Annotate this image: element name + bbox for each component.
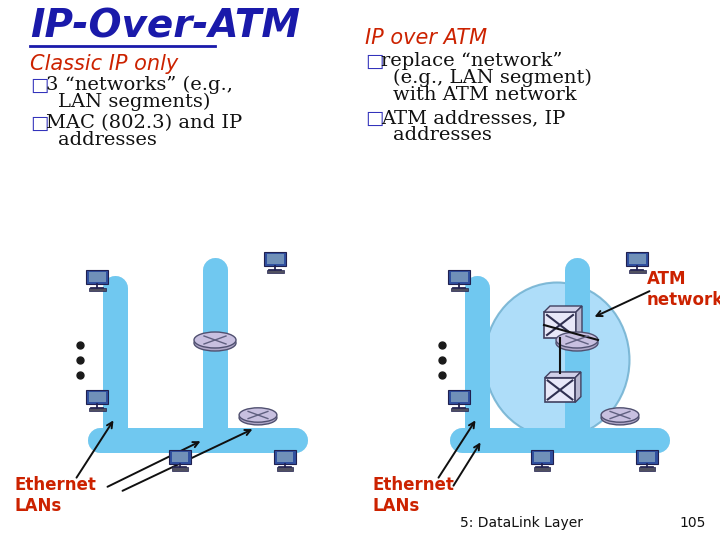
- FancyBboxPatch shape: [451, 272, 467, 282]
- Polygon shape: [545, 372, 581, 377]
- FancyBboxPatch shape: [545, 377, 575, 402]
- FancyBboxPatch shape: [89, 272, 106, 282]
- Text: with ATM network: with ATM network: [393, 86, 577, 104]
- Ellipse shape: [485, 282, 629, 437]
- FancyBboxPatch shape: [544, 312, 576, 338]
- FancyBboxPatch shape: [172, 452, 188, 462]
- Polygon shape: [575, 372, 581, 402]
- Text: replace “network”: replace “network”: [381, 52, 562, 70]
- Text: 105: 105: [680, 516, 706, 530]
- FancyBboxPatch shape: [639, 452, 655, 462]
- Text: 3 “networks” (e.g.,: 3 “networks” (e.g.,: [46, 76, 233, 94]
- Text: MAC (802.3) and IP: MAC (802.3) and IP: [46, 114, 242, 132]
- Text: LAN segments): LAN segments): [58, 93, 210, 111]
- Text: □: □: [30, 114, 48, 133]
- Text: IP-Over-ATM: IP-Over-ATM: [30, 8, 300, 46]
- Text: addresses: addresses: [58, 131, 157, 149]
- FancyBboxPatch shape: [534, 452, 550, 462]
- Text: Ethernet
LANs: Ethernet LANs: [372, 476, 454, 515]
- FancyBboxPatch shape: [276, 468, 293, 471]
- Ellipse shape: [194, 332, 236, 348]
- Text: □: □: [365, 109, 383, 128]
- FancyBboxPatch shape: [451, 392, 467, 402]
- Ellipse shape: [601, 408, 639, 422]
- Text: Ethernet
LANs: Ethernet LANs: [15, 476, 97, 515]
- FancyBboxPatch shape: [86, 390, 108, 404]
- FancyBboxPatch shape: [266, 253, 284, 264]
- Text: (e.g., LAN segment): (e.g., LAN segment): [393, 69, 592, 87]
- Text: ATM addresses, IP: ATM addresses, IP: [381, 109, 565, 127]
- Text: ATM
network: ATM network: [647, 270, 720, 309]
- FancyBboxPatch shape: [266, 269, 284, 273]
- FancyBboxPatch shape: [89, 288, 106, 291]
- FancyBboxPatch shape: [448, 270, 470, 284]
- Ellipse shape: [239, 408, 277, 422]
- FancyBboxPatch shape: [169, 450, 191, 464]
- FancyBboxPatch shape: [264, 252, 286, 266]
- Ellipse shape: [239, 410, 277, 425]
- FancyBboxPatch shape: [626, 252, 648, 266]
- Polygon shape: [576, 306, 582, 338]
- FancyBboxPatch shape: [629, 269, 646, 273]
- Text: □: □: [365, 52, 383, 71]
- Ellipse shape: [601, 410, 639, 425]
- Text: 5: DataLink Layer: 5: DataLink Layer: [460, 516, 583, 530]
- Text: Classic IP only: Classic IP only: [30, 54, 179, 74]
- FancyBboxPatch shape: [639, 468, 655, 471]
- Ellipse shape: [556, 335, 598, 351]
- Ellipse shape: [194, 335, 236, 351]
- FancyBboxPatch shape: [629, 253, 646, 264]
- FancyBboxPatch shape: [274, 450, 296, 464]
- FancyBboxPatch shape: [89, 408, 106, 411]
- FancyBboxPatch shape: [451, 288, 467, 291]
- FancyBboxPatch shape: [86, 270, 108, 284]
- FancyBboxPatch shape: [276, 452, 293, 462]
- FancyBboxPatch shape: [451, 408, 467, 411]
- FancyBboxPatch shape: [448, 390, 470, 404]
- Text: IP over ATM: IP over ATM: [365, 28, 487, 48]
- FancyBboxPatch shape: [172, 468, 188, 471]
- Text: addresses: addresses: [393, 126, 492, 144]
- Text: □: □: [30, 76, 48, 95]
- Polygon shape: [544, 306, 582, 312]
- FancyBboxPatch shape: [534, 468, 550, 471]
- Ellipse shape: [556, 332, 598, 348]
- FancyBboxPatch shape: [636, 450, 657, 464]
- FancyBboxPatch shape: [89, 392, 106, 402]
- FancyBboxPatch shape: [531, 450, 553, 464]
